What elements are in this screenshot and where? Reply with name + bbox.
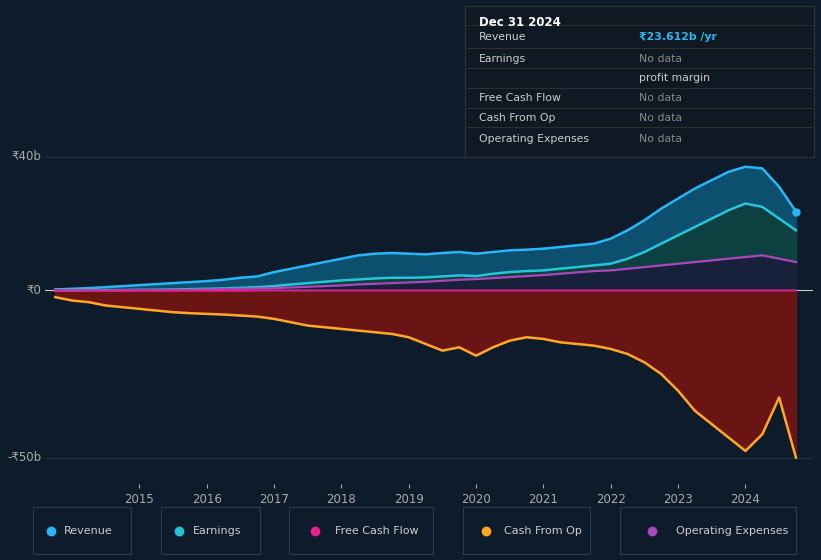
Text: profit margin: profit margin: [639, 73, 710, 83]
Text: No data: No data: [639, 54, 682, 64]
Text: No data: No data: [639, 134, 682, 144]
Text: -₹50b: -₹50b: [7, 451, 41, 464]
Text: Cash From Op: Cash From Op: [479, 113, 555, 123]
Text: ₹23.612b /yr: ₹23.612b /yr: [639, 32, 717, 43]
Text: Free Cash Flow: Free Cash Flow: [479, 93, 561, 103]
Text: Earnings: Earnings: [479, 54, 525, 64]
Text: Operating Expenses: Operating Expenses: [479, 134, 589, 144]
Text: Revenue: Revenue: [64, 526, 113, 535]
Text: Dec 31 2024: Dec 31 2024: [479, 16, 561, 29]
Text: No data: No data: [639, 113, 682, 123]
Text: Cash From Op: Cash From Op: [503, 526, 581, 535]
Text: Revenue: Revenue: [479, 32, 526, 43]
Text: No data: No data: [639, 93, 682, 103]
Text: Free Cash Flow: Free Cash Flow: [336, 526, 419, 535]
Text: Operating Expenses: Operating Expenses: [677, 526, 789, 535]
Text: ₹40b: ₹40b: [11, 150, 41, 163]
Text: Earnings: Earnings: [193, 526, 241, 535]
Text: ₹0: ₹0: [26, 284, 41, 297]
